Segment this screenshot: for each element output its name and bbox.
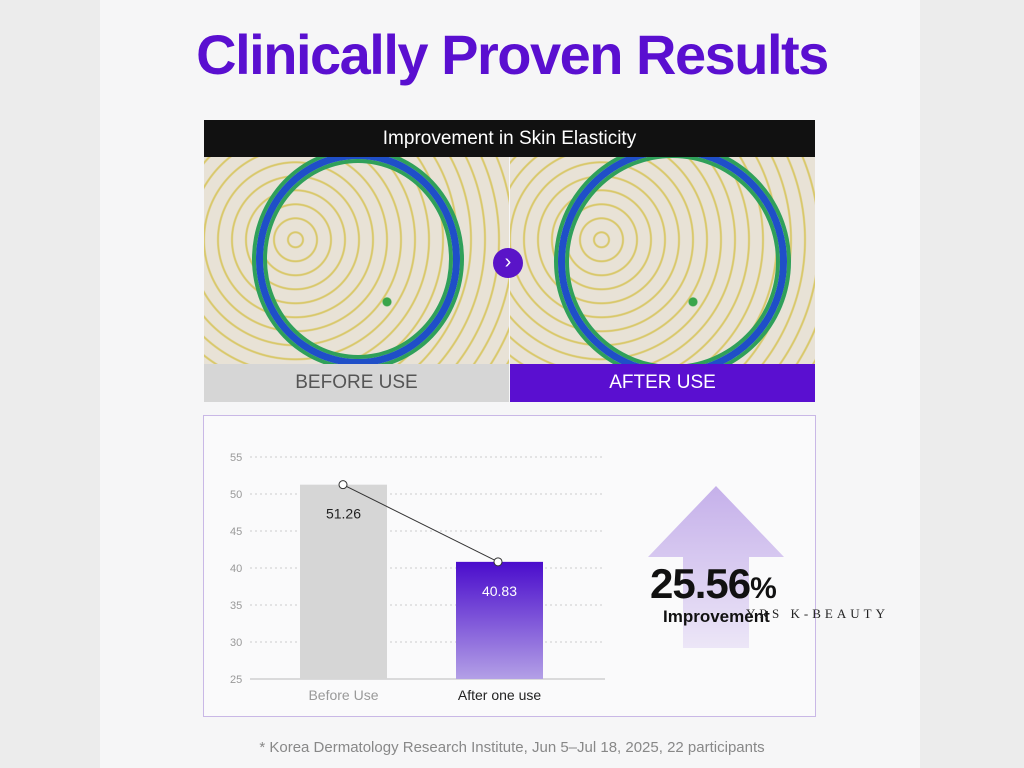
y-tick-label: 45 — [230, 526, 242, 538]
y-tick-label: 55 — [230, 452, 242, 464]
bar-1 — [456, 561, 543, 679]
y-tick-label: 30 — [230, 637, 242, 649]
page-title: Clinically Proven Results — [196, 23, 829, 86]
before-image — [204, 157, 509, 364]
watermark: YRS K-BEAUTY — [746, 606, 889, 621]
improvement-value: 25.56% — [650, 560, 777, 607]
up-arrow-icon — [648, 486, 784, 648]
improvement-label: Improvement — [663, 607, 770, 626]
comparison-heading: Improvement in Skin Elasticity — [204, 120, 815, 157]
data-point — [493, 557, 503, 567]
after-image — [510, 157, 815, 364]
before-after-comparison: Improvement in Skin Elasticity BEFORE US… — [204, 120, 815, 402]
y-tick-label: 35 — [230, 600, 242, 612]
data-point — [338, 480, 348, 490]
y-tick-label: 25 — [230, 674, 242, 686]
chevron-right-icon: › — [493, 248, 523, 278]
before-label: BEFORE USE — [204, 364, 509, 402]
bar-0 — [300, 484, 387, 679]
x-tick-label: Before Use — [308, 687, 378, 703]
bar-value-label: 51.26 — [326, 506, 361, 522]
bar-value-label: 40.83 — [482, 583, 517, 599]
x-tick-label: After one use — [458, 687, 541, 703]
footnote: * Korea Dermatology Research Institute, … — [259, 739, 765, 756]
y-tick-label: 40 — [230, 563, 242, 575]
y-tick-label: 50 — [230, 489, 242, 501]
trend-line — [342, 484, 499, 563]
after-label: AFTER USE — [510, 364, 815, 402]
